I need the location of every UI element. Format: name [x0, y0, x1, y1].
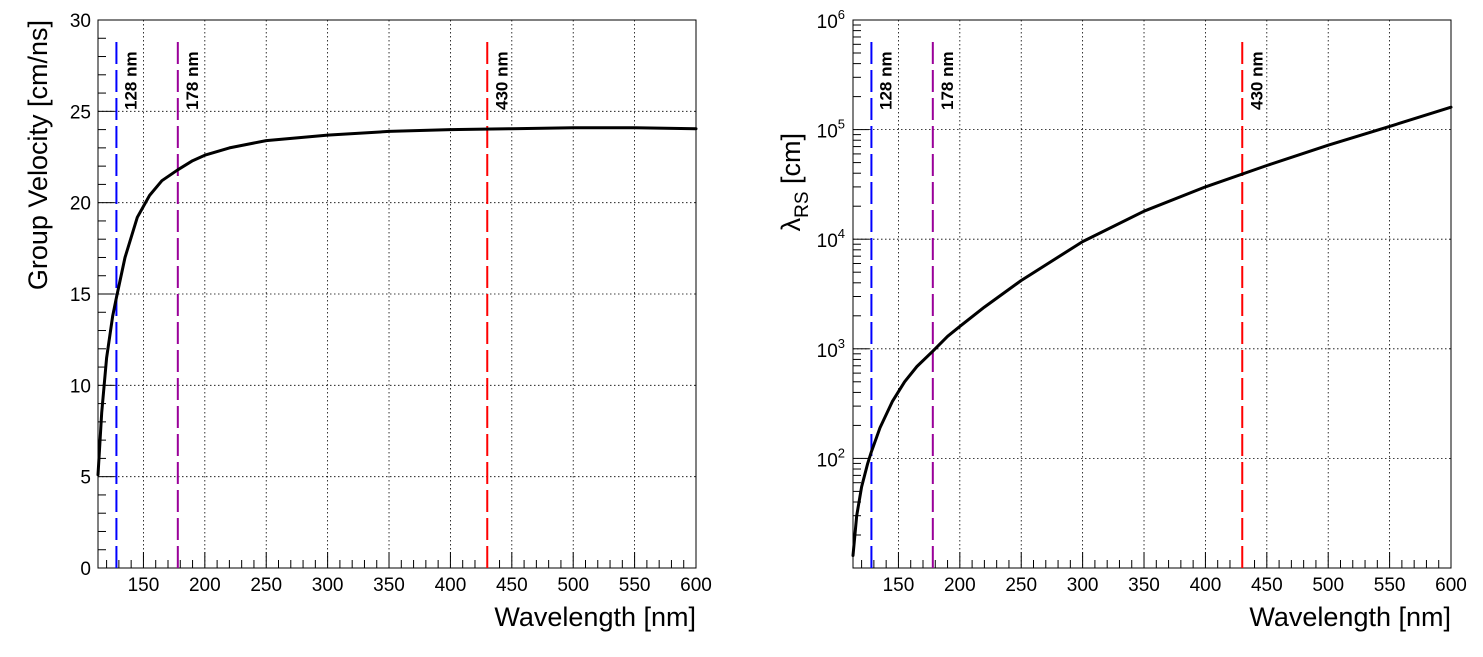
right-x-tick-label: 550	[1374, 575, 1406, 596]
left-y-tick-label: 25	[70, 102, 91, 123]
left-y-tick-label: 10	[70, 376, 91, 397]
right-x-tick-label: 500	[1312, 575, 1344, 596]
right-x-tick-label: 400	[1190, 575, 1222, 596]
left-x-axis-title: Wavelength [nm]	[494, 602, 696, 632]
left-y-tick-label: 15	[70, 285, 91, 306]
right-x-tick-label: 450	[1251, 575, 1283, 596]
right-x-tick-label: 250	[1005, 575, 1037, 596]
left-y-tick-label: 30	[70, 11, 91, 32]
left-x-tick-label: 350	[373, 575, 405, 596]
left-plot-panel: Wavelength [nm] Group Velocity [cm/ns]	[23, 20, 696, 632]
left-chart-group: 150 200 250 300 350 400 450 500 550 600 0 5 10 15 20 25…	[70, 11, 712, 596]
left-x-tick-label: 400	[435, 575, 467, 596]
left-x-tick-label: 500	[557, 575, 589, 596]
left-series-line-1	[96, 126, 698, 477]
left-y-tick-label: 0	[80, 559, 91, 580]
right-y-axis-title-subscript: RS	[792, 192, 813, 218]
right-x-tick-label: 350	[1128, 575, 1160, 596]
left-x-tick-label: 600	[680, 575, 712, 596]
left-marker-label-3: 430 nm	[492, 51, 511, 110]
left-x-tick-label: 250	[250, 575, 282, 596]
right-y-axis-title-main: λ	[776, 217, 806, 231]
left-y-tick-label: 20	[70, 194, 91, 215]
right-marker-label-2: 178 nm	[938, 51, 957, 110]
left-x-tick-label: 150	[128, 575, 160, 596]
right-x-axis-title: Wavelength [nm]	[1249, 602, 1451, 632]
left-y-axis-title: Group Velocity [cm/ns]	[23, 20, 53, 290]
right-y-tick-label: 106	[817, 7, 845, 33]
left-x-tick-label: 300	[312, 575, 344, 596]
right-y-tick-label: 103	[817, 336, 845, 362]
right-y-axis-title-unit: [cm]	[776, 133, 806, 192]
right-x-tick-label: 600	[1435, 575, 1467, 596]
left-x-tick-label: 200	[189, 575, 221, 596]
right-y-tick-label: 105	[817, 117, 845, 143]
right-marker-label-1: 128 nm	[876, 51, 895, 110]
left-x-tick-label: 550	[619, 575, 651, 596]
right-plot-frame	[852, 19, 1452, 569]
right-y-axis-title: λRS [cm]	[776, 133, 813, 231]
right-y-tick-label: 102	[817, 445, 845, 471]
right-x-tick-label: 200	[944, 575, 976, 596]
left-x-tick-label: 450	[496, 575, 528, 596]
right-chart-group: 150 200 250 300 350 400 450 500 550 600 102 103 104 1…	[817, 7, 1467, 596]
right-x-tick-label: 300	[1067, 575, 1099, 596]
left-y-tick-label: 5	[80, 468, 91, 489]
left-marker-label-2: 178 nm	[183, 51, 202, 110]
right-x-tick-label: 150	[883, 575, 915, 596]
right-y-tick-label: 104	[817, 226, 845, 252]
right-marker-label-3: 430 nm	[1247, 51, 1266, 110]
right-plot-panel: Wavelength [nm] λRS [cm]	[776, 133, 1451, 632]
left-marker-label-1: 128 nm	[121, 51, 140, 110]
right-series-line-1	[851, 105, 1453, 557]
